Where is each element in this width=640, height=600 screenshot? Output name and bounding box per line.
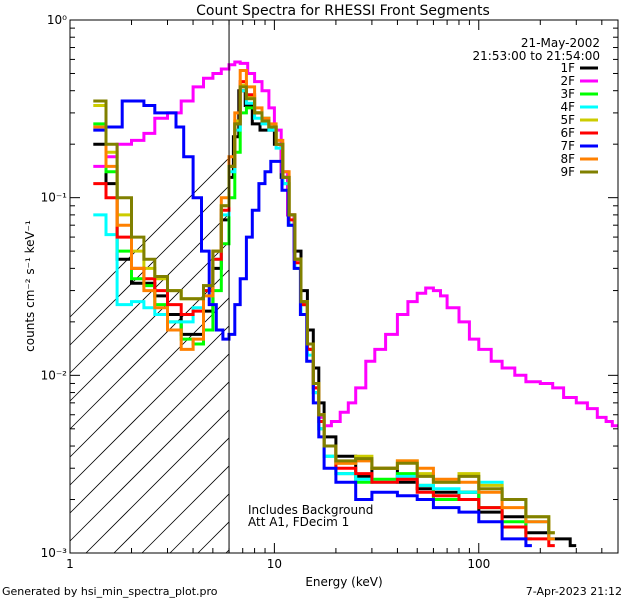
annotation-attenuator: Att A1, FDecim 1	[248, 515, 349, 529]
footer-date: 7-Apr-2023 21:12	[526, 585, 622, 598]
y-axis-label: counts cm⁻² s⁻¹ keV⁻¹	[23, 220, 37, 352]
x-tick-label: 100	[467, 557, 490, 571]
hatch-line	[141, 465, 230, 554]
tick-labels: 1 10 100 10⁰ 10⁻¹ 10⁻² 10⁻³	[41, 13, 491, 571]
legend-label-6f: 6F	[560, 126, 575, 140]
legend-label-1f: 1F	[560, 61, 575, 75]
hatch-line	[69, 353, 230, 514]
attenuated-region-hatching	[69, 157, 230, 554]
footer-generator: Generated by hsi_min_spectra_plot.pro	[2, 585, 218, 598]
hatch-line	[85, 409, 230, 554]
chart-title: Count Spectra for RHESSI Front Segments	[196, 3, 490, 19]
series-line-2f	[93, 60, 618, 428]
plot-frame	[69, 19, 619, 554]
series-line-8f	[93, 69, 555, 541]
hatch-line	[69, 381, 230, 542]
series-line-9f	[93, 85, 555, 535]
x-tick-label: 10	[267, 557, 282, 571]
annotation-background: Includes Background	[248, 503, 373, 517]
y-tick-label: 10⁻²	[41, 368, 68, 382]
hatch-line	[69, 157, 230, 318]
hatch-line	[225, 549, 230, 554]
legend-label-8f: 8F	[560, 152, 575, 166]
legend-label-7f: 7F	[560, 139, 575, 153]
date-label: 21-May-2002	[521, 36, 600, 50]
x-axis-label: Energy (keV)	[305, 575, 382, 589]
y-tick-label: 10⁻¹	[41, 191, 68, 205]
series-line-4f	[93, 89, 555, 541]
y-tick-label: 10⁻³	[41, 546, 68, 560]
hatch-line	[69, 325, 230, 486]
legend-label-4f: 4F	[560, 100, 575, 114]
legend-label-2f: 2F	[560, 74, 575, 88]
hatch-line	[69, 241, 230, 402]
legend-label-3f: 3F	[560, 87, 575, 101]
series-layer	[93, 60, 618, 548]
time-range-label: 21:53:00 to 21:54:00	[473, 49, 600, 63]
y-tick-label: 10⁰	[47, 13, 67, 27]
hatch-line	[169, 493, 230, 554]
x-tick-label: 1	[66, 557, 74, 571]
legend-label-5f: 5F	[560, 113, 575, 127]
series-line-7f	[93, 99, 532, 548]
legend-label-9f: 9F	[560, 165, 575, 179]
hatch-line	[113, 437, 230, 554]
hatch-line	[197, 521, 230, 554]
